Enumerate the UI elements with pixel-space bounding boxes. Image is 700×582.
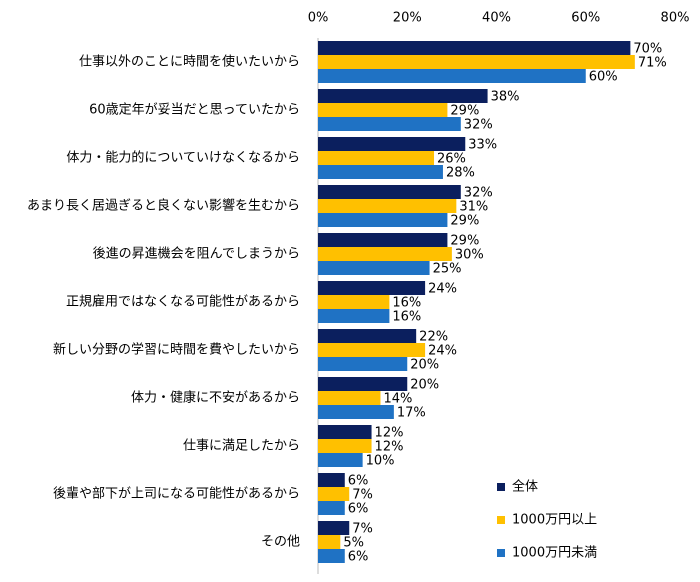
value-label: 29% xyxy=(450,234,479,249)
bar xyxy=(318,261,430,275)
bar xyxy=(318,137,466,151)
bar xyxy=(318,165,443,179)
bar xyxy=(318,309,390,323)
bar xyxy=(318,199,457,213)
bar xyxy=(318,185,461,199)
x-tick-label: 40% xyxy=(482,11,511,26)
bar xyxy=(318,117,461,131)
legend-label: 全体 xyxy=(512,479,538,495)
bar xyxy=(318,357,408,371)
legend-swatch xyxy=(497,483,505,491)
category-label: あまり長く居過ぎると良くない影響を生むから xyxy=(27,198,300,214)
value-label: 5% xyxy=(343,536,364,551)
bar xyxy=(318,69,586,83)
x-tick-label: 0% xyxy=(308,11,329,26)
value-label: 14% xyxy=(383,392,412,407)
value-label: 10% xyxy=(366,454,395,469)
bar xyxy=(318,391,381,405)
value-label: 6% xyxy=(348,474,369,489)
x-tick-label: 60% xyxy=(571,11,600,26)
category-label: 後輩や部下が上司になる可能性があるから xyxy=(53,487,300,502)
value-label: 7% xyxy=(352,522,373,537)
value-label: 32% xyxy=(464,118,493,133)
bar xyxy=(318,501,345,515)
value-label: 24% xyxy=(428,344,457,359)
legend-swatch xyxy=(497,549,505,557)
value-label: 28% xyxy=(446,166,475,181)
bar xyxy=(318,453,363,467)
value-label: 22% xyxy=(419,330,448,345)
bar xyxy=(318,233,448,247)
legend-swatch xyxy=(497,516,505,524)
value-label: 16% xyxy=(392,310,421,325)
value-label: 24% xyxy=(428,282,457,297)
value-label: 20% xyxy=(410,358,439,373)
bar xyxy=(318,41,631,55)
legend-label: 1000万円以上 xyxy=(512,513,597,528)
bar xyxy=(318,343,426,357)
value-label: 70% xyxy=(633,42,662,57)
value-label: 16% xyxy=(392,296,421,311)
x-tick-label: 80% xyxy=(661,11,690,26)
bar xyxy=(318,549,345,563)
bar xyxy=(318,89,488,103)
value-label: 29% xyxy=(450,104,479,119)
legend-label: 1000万円未満 xyxy=(512,546,597,561)
bar xyxy=(318,473,345,487)
category-label: 体力・健康に不安があるから xyxy=(131,390,300,406)
value-label: 30% xyxy=(455,248,484,263)
bar xyxy=(318,103,448,117)
bar xyxy=(318,439,372,453)
category-label: 仕事以外のことに時間を使いたいから xyxy=(79,54,300,70)
category-label: 60歳定年が妥当だと思っていたから xyxy=(89,103,300,118)
category-label: その他 xyxy=(261,535,300,550)
bar xyxy=(318,247,452,261)
bar xyxy=(318,405,394,419)
value-label: 38% xyxy=(491,90,520,105)
value-label: 33% xyxy=(468,138,497,153)
value-label: 26% xyxy=(437,152,466,167)
category-label: 後進の昇進機会を阻んでしまうから xyxy=(93,247,300,262)
value-label: 7% xyxy=(352,488,373,503)
bar xyxy=(318,281,426,295)
bar xyxy=(318,487,350,501)
value-label: 60% xyxy=(589,70,618,85)
value-label: 6% xyxy=(348,550,369,565)
value-label: 20% xyxy=(410,378,439,393)
bar xyxy=(318,295,390,309)
bar xyxy=(318,329,417,343)
value-label: 32% xyxy=(464,186,493,201)
bar xyxy=(318,535,341,549)
value-label: 29% xyxy=(450,214,479,229)
bar xyxy=(318,213,448,227)
value-label: 12% xyxy=(375,426,404,441)
category-label: 仕事に満足したから xyxy=(183,439,300,454)
value-label: 12% xyxy=(375,440,404,455)
category-label: 体力・能力的についていけなくなるから xyxy=(66,150,300,166)
value-label: 71% xyxy=(638,56,667,71)
x-tick-label: 20% xyxy=(393,11,422,26)
category-label: 正規雇用ではなくなる可能性があるから xyxy=(66,294,300,310)
value-label: 25% xyxy=(433,262,462,277)
category-label: 新しい分野の学習に時間を費やしたいから xyxy=(53,342,300,358)
value-label: 17% xyxy=(397,406,426,421)
bar xyxy=(318,521,350,535)
bar xyxy=(318,377,408,391)
value-label: 6% xyxy=(348,502,369,517)
bar xyxy=(318,55,635,69)
bar xyxy=(318,151,435,165)
bar xyxy=(318,425,372,439)
value-label: 31% xyxy=(459,200,488,215)
